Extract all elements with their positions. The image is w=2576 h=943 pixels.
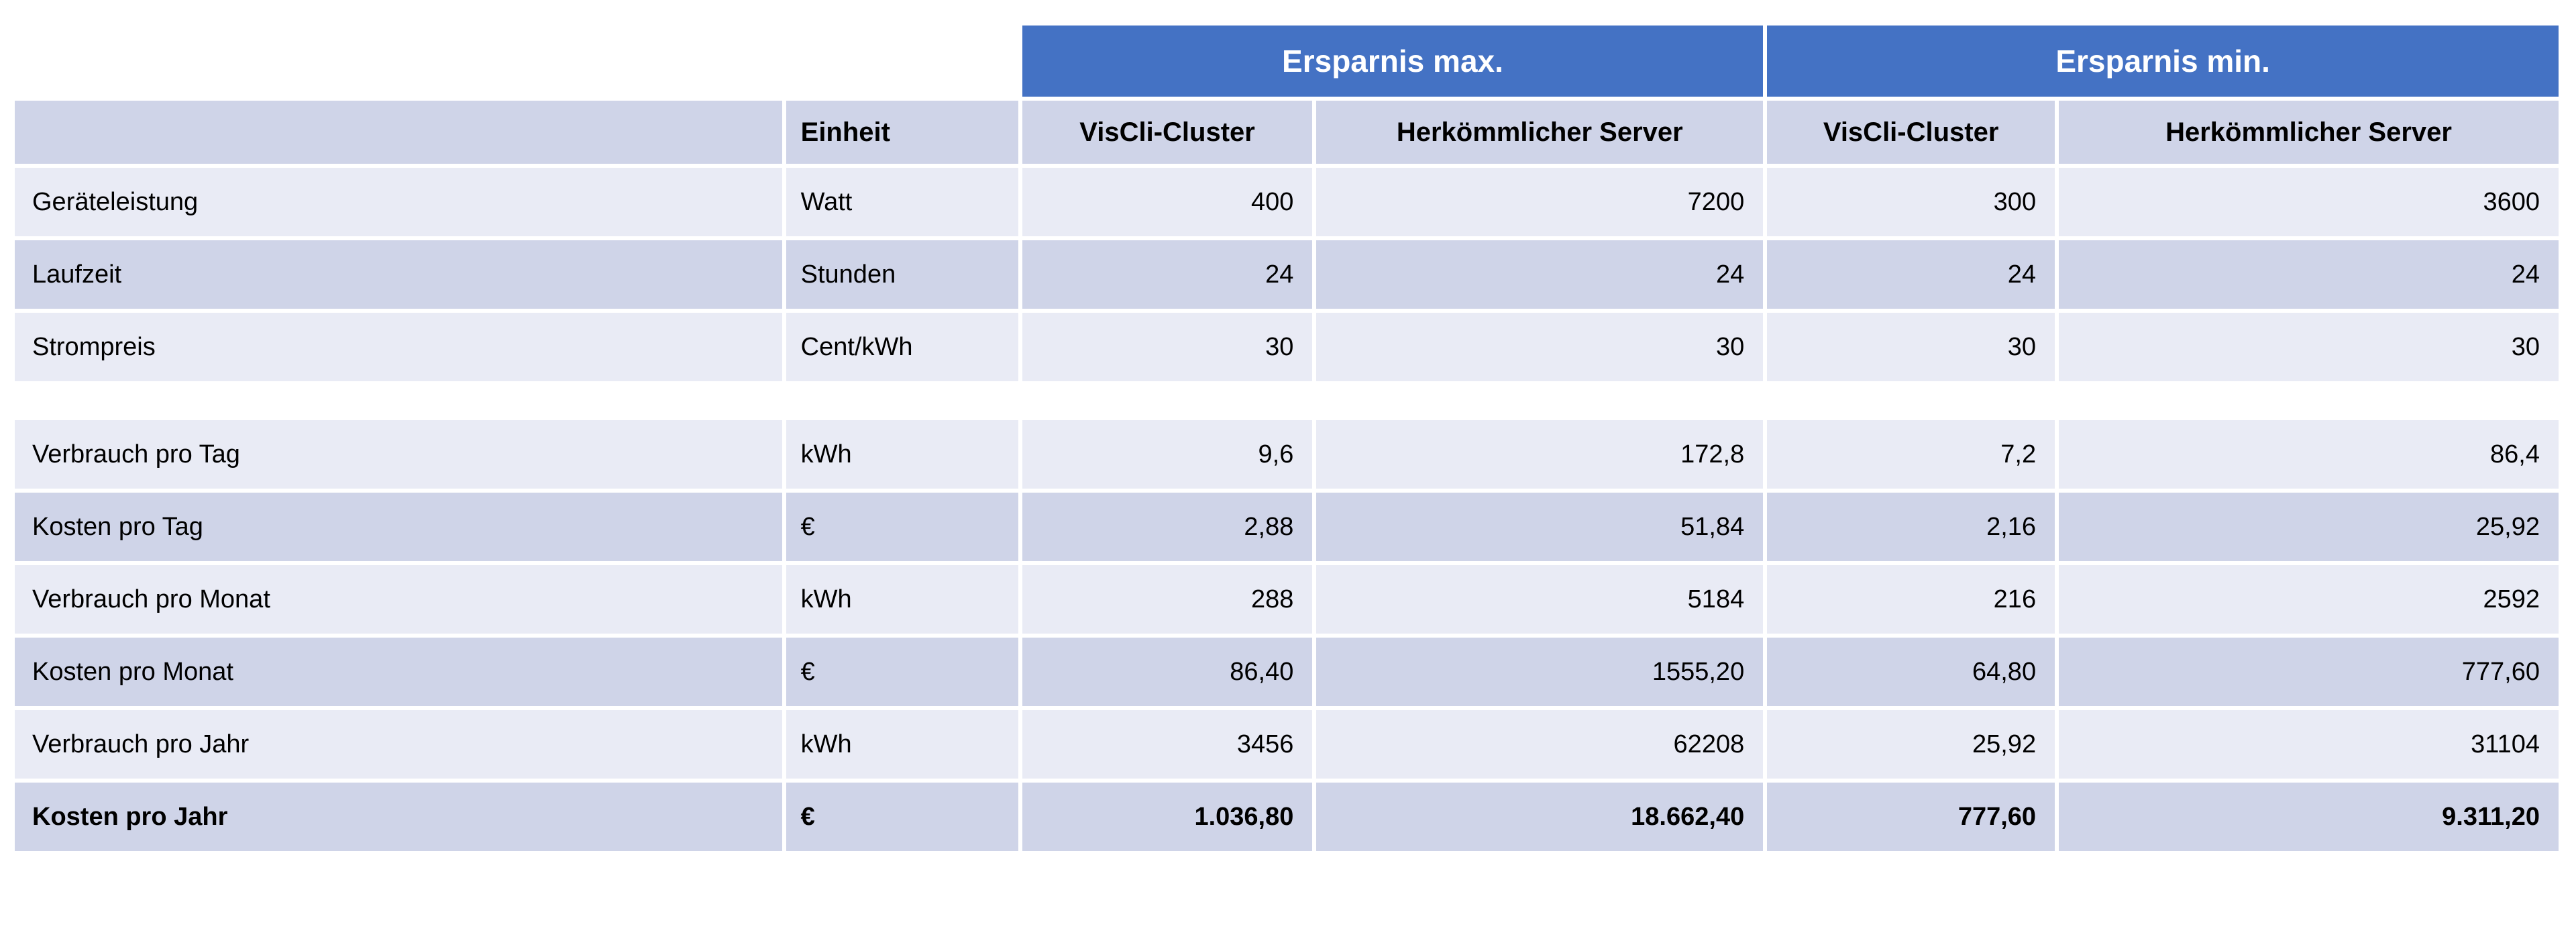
header-viscli-min: VisCli-Cluster [1767, 101, 2055, 164]
column-header-row: Einheit VisCli-Cluster Herkömmlicher Ser… [15, 101, 2559, 164]
value-cell: 24 [2059, 240, 2559, 309]
value-cell: 24 [1316, 240, 1764, 309]
value-cell: 9,6 [1022, 420, 1313, 489]
table-row-verbrauch-pro-jahr: Verbrauch pro Jahr kWh 3456 62208 25,92 … [15, 710, 2559, 779]
banner-row: Ersparnis max. Ersparnis min. [15, 26, 2559, 97]
header-server-min: Herkömmlicher Server [2059, 101, 2559, 164]
value-cell: 86,4 [2059, 420, 2559, 489]
value-cell: 25,92 [2059, 493, 2559, 561]
value-cell: 30 [1316, 313, 1764, 381]
value-cell: 31104 [2059, 710, 2559, 779]
value-cell: 30 [1022, 313, 1313, 381]
unit-cell: € [786, 638, 1018, 706]
value-cell: 1.036,80 [1022, 783, 1313, 851]
value-cell: 3456 [1022, 710, 1313, 779]
header-einheit: Einheit [786, 101, 1018, 164]
row-label: Verbrauch pro Tag [15, 420, 782, 489]
table-row-kosten-pro-tag: Kosten pro Tag € 2,88 51,84 2,16 25,92 [15, 493, 2559, 561]
spacer-cell [15, 385, 2559, 416]
unit-cell: kWh [786, 420, 1018, 489]
table-row-verbrauch-pro-tag: Verbrauch pro Tag kWh 9,6 172,8 7,2 86,4 [15, 420, 2559, 489]
row-label: Verbrauch pro Jahr [15, 710, 782, 779]
row-label: Geräteleistung [15, 168, 782, 236]
value-cell: 64,80 [1767, 638, 2055, 706]
spacer-row [15, 385, 2559, 416]
table-row-verbrauch-pro-monat: Verbrauch pro Monat kWh 288 5184 216 259… [15, 565, 2559, 634]
value-cell: 2,16 [1767, 493, 2055, 561]
value-cell: 7200 [1316, 168, 1764, 236]
value-cell: 51,84 [1316, 493, 1764, 561]
value-cell: 9.311,20 [2059, 783, 2559, 851]
value-cell: 5184 [1316, 565, 1764, 634]
table-row-strompreis: Strompreis Cent/kWh 30 30 30 30 [15, 313, 2559, 381]
table-row-kosten-pro-monat: Kosten pro Monat € 86,40 1555,20 64,80 7… [15, 638, 2559, 706]
banner-blank-cell [15, 26, 1018, 97]
value-cell: 172,8 [1316, 420, 1764, 489]
value-cell: 216 [1767, 565, 2055, 634]
table-row-laufzeit: Laufzeit Stunden 24 24 24 24 [15, 240, 2559, 309]
value-cell: 24 [1767, 240, 2055, 309]
header-viscli-max: VisCli-Cluster [1022, 101, 1313, 164]
value-cell: 3600 [2059, 168, 2559, 236]
unit-cell: Watt [786, 168, 1018, 236]
value-cell: 62208 [1316, 710, 1764, 779]
value-cell: 777,60 [1767, 783, 2055, 851]
value-cell: 1555,20 [1316, 638, 1764, 706]
header-blank-cell [15, 101, 782, 164]
table-row-kosten-pro-jahr: Kosten pro Jahr € 1.036,80 18.662,40 777… [15, 783, 2559, 851]
unit-cell: kWh [786, 710, 1018, 779]
banner-ersparnis-min: Ersparnis min. [1767, 26, 2559, 97]
value-cell: 30 [1767, 313, 2055, 381]
row-label: Verbrauch pro Monat [15, 565, 782, 634]
value-cell: 288 [1022, 565, 1313, 634]
unit-cell: Cent/kWh [786, 313, 1018, 381]
unit-cell: kWh [786, 565, 1018, 634]
value-cell: 18.662,40 [1316, 783, 1764, 851]
value-cell: 30 [2059, 313, 2559, 381]
unit-cell: Stunden [786, 240, 1018, 309]
row-label: Kosten pro Tag [15, 493, 782, 561]
unit-cell: € [786, 783, 1018, 851]
banner-ersparnis-max: Ersparnis max. [1022, 26, 1764, 97]
table-row-geraeteleistung: Geräteleistung Watt 400 7200 300 3600 [15, 168, 2559, 236]
value-cell: 400 [1022, 168, 1313, 236]
value-cell: 25,92 [1767, 710, 2055, 779]
value-cell: 2592 [2059, 565, 2559, 634]
row-label: Strompreis [15, 313, 782, 381]
row-label: Laufzeit [15, 240, 782, 309]
value-cell: 777,60 [2059, 638, 2559, 706]
value-cell: 2,88 [1022, 493, 1313, 561]
header-server-max: Herkömmlicher Server [1316, 101, 1764, 164]
value-cell: 24 [1022, 240, 1313, 309]
unit-cell: € [786, 493, 1018, 561]
energy-cost-comparison-table: Ersparnis max. Ersparnis min. Einheit Vi… [11, 21, 2563, 855]
value-cell: 86,40 [1022, 638, 1313, 706]
value-cell: 300 [1767, 168, 2055, 236]
row-label: Kosten pro Jahr [15, 783, 782, 851]
row-label: Kosten pro Monat [15, 638, 782, 706]
value-cell: 7,2 [1767, 420, 2055, 489]
